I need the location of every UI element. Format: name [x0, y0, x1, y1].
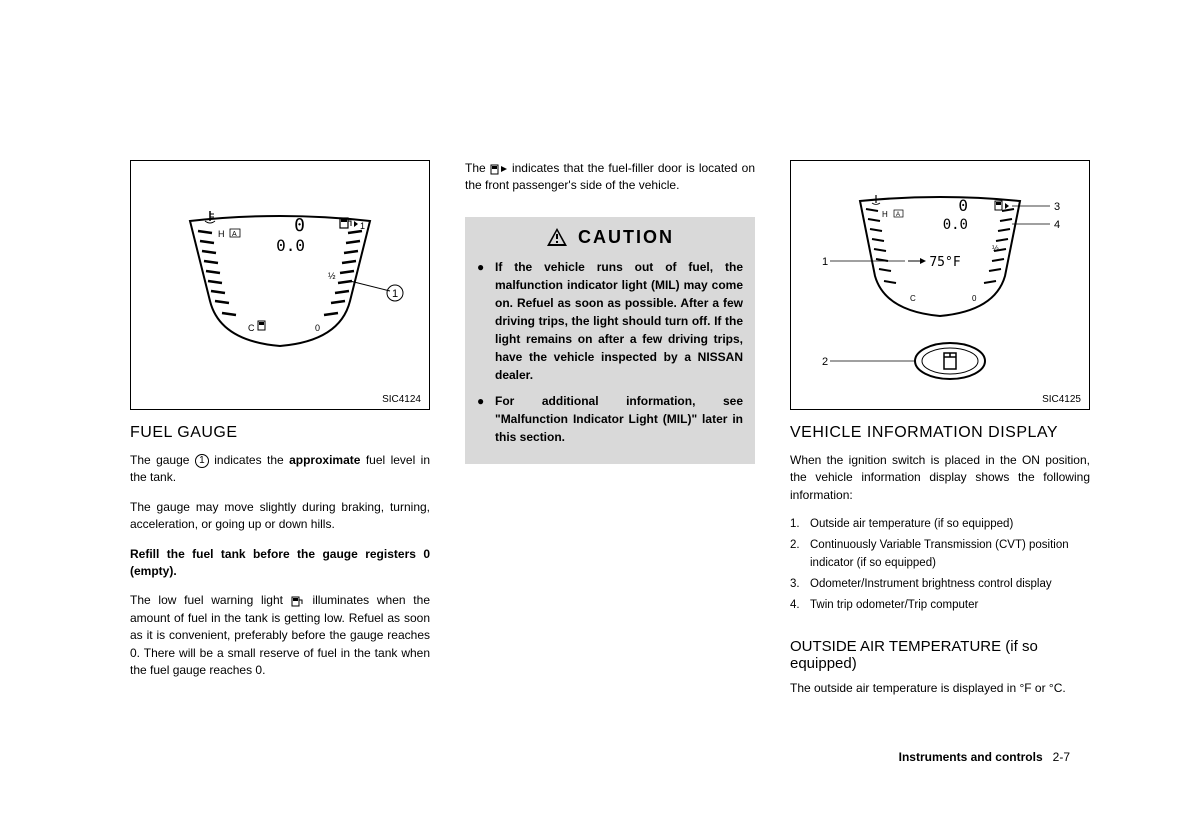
fuel-pump-icon: [291, 595, 305, 607]
fuel-pump-arrow-icon: [490, 163, 508, 175]
fuel-gauge-figure: H A 0 0.0 1 ½ C: [130, 160, 430, 410]
vehicle-info-title: VEHICLE INFORMATION DISPLAY: [790, 424, 1090, 442]
figure-label: SIC4125: [1042, 394, 1081, 405]
svg-text:H: H: [218, 229, 225, 239]
svg-text:75°F: 75°F: [929, 255, 960, 270]
column-left: H A 0 0.0 1 ½ C: [130, 160, 430, 710]
figure-label: SIC4124: [382, 394, 421, 405]
fuel-door-p1: The indicates that the fuel-filler door …: [465, 160, 755, 195]
caution-list: If the vehicle runs out of fuel, the mal…: [477, 258, 743, 446]
svg-text:0: 0: [958, 196, 968, 215]
column-center: The indicates that the fuel-filler door …: [465, 160, 755, 710]
fuel-gauge-p2: The gauge may move slightly during braki…: [130, 499, 430, 534]
svg-text:½: ½: [328, 271, 336, 281]
column-right: H A 0 0.0 75°F ½ C 0: [790, 160, 1090, 710]
list-item: 1.Outside air temperature (if so equippe…: [790, 516, 1090, 533]
fuel-gauge-p1: The gauge 1 indicates the approximate fu…: [130, 452, 430, 487]
callout-1: 1: [195, 454, 209, 468]
list-item: 3.Odometer/Instrument brightness control…: [790, 576, 1090, 593]
vehicle-info-figure: H A 0 0.0 75°F ½ C 0: [790, 160, 1090, 410]
caution-box: CAUTION If the vehicle runs out of fuel,…: [465, 217, 755, 464]
caution-item: If the vehicle runs out of fuel, the mal…: [477, 258, 743, 384]
svg-text:C: C: [910, 294, 916, 303]
svg-text:3: 3: [1054, 201, 1060, 213]
vehicle-info-list: 1.Outside air temperature (if so equippe…: [790, 516, 1090, 618]
svg-text:1: 1: [822, 256, 828, 268]
svg-text:H: H: [882, 210, 888, 219]
vehicle-info-p1: When the ignition switch is placed in th…: [790, 452, 1090, 504]
fuel-gauge-diagram: H A 0 0.0 1 ½ C: [150, 181, 410, 381]
svg-text:A: A: [232, 231, 237, 238]
caution-item: For additional information, see "Malfunc…: [477, 392, 743, 446]
svg-text:C: C: [248, 323, 255, 333]
svg-text:A: A: [896, 212, 900, 218]
svg-text:1: 1: [392, 288, 398, 300]
svg-text:0.0: 0.0: [943, 217, 968, 233]
fuel-gauge-p4: The low fuel warning light illuminates w…: [130, 592, 430, 679]
page-content: H A 0 0.0 1 ½ C: [0, 0, 1200, 710]
page-footer: Instruments and controls 2-7: [899, 750, 1070, 764]
fuel-gauge-title: FUEL GAUGE: [130, 424, 430, 442]
svg-text:2: 2: [822, 356, 828, 368]
outside-temp-title: OUTSIDE AIR TEMPERATURE (if so equipped): [790, 638, 1090, 672]
vehicle-info-diagram: H A 0 0.0 75°F ½ C 0: [800, 181, 1080, 411]
list-item: 2.Continuously Variable Transmission (CV…: [790, 537, 1090, 572]
caution-header: CAUTION: [477, 227, 743, 248]
list-item: 4.Twin trip odometer/Trip computer: [790, 597, 1090, 614]
svg-text:0: 0: [294, 215, 305, 236]
svg-text:0: 0: [315, 323, 320, 333]
svg-text:4: 4: [1054, 219, 1060, 231]
svg-text:0.0: 0.0: [276, 236, 305, 255]
outside-temp-p: The outside air temperature is displayed…: [790, 680, 1090, 697]
fuel-gauge-p3: Refill the fuel tank before the gauge re…: [130, 546, 430, 581]
warning-triangle-icon: [546, 227, 568, 247]
svg-text:1: 1: [360, 221, 365, 231]
svg-text:½: ½: [992, 244, 999, 253]
svg-text:0: 0: [972, 294, 977, 303]
